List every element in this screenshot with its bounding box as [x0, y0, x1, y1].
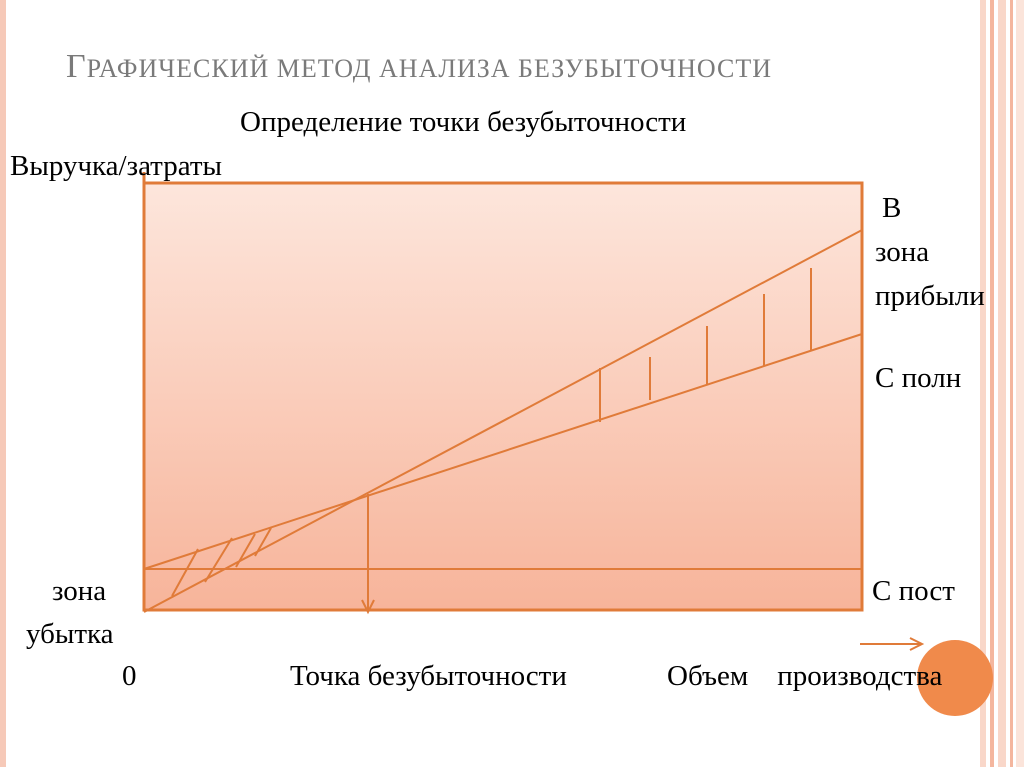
decor-dot	[917, 640, 993, 716]
right-decor-stripes	[980, 0, 1024, 767]
profit-zone-label-1: зона	[875, 236, 930, 268]
revenue-line	[143, 229, 863, 613]
breakeven-point-label: Точка безубыточности	[290, 660, 567, 692]
left-decor-stripe	[0, 0, 6, 767]
loss-zone-hatching	[171, 527, 272, 597]
profit-zone-hatching	[599, 268, 812, 422]
loss-zone-label-2: убытка	[26, 618, 114, 650]
origin-label: 0	[122, 660, 137, 692]
y-axis-label: Выручка/затраты	[10, 150, 222, 182]
x-axis-arrowhead	[909, 637, 925, 651]
fixed-costs-label: С пост	[872, 575, 955, 607]
breakeven-arrowhead	[361, 599, 375, 615]
total-costs-label: С полн	[875, 362, 962, 394]
total-costs-line	[143, 333, 863, 570]
x-axis-label: Объем производства	[667, 660, 943, 692]
profit-zone-label-2: прибыли	[875, 280, 985, 312]
loss-zone-label-1: зона	[52, 575, 107, 607]
revenue-label: В	[882, 192, 902, 224]
diagram-subtitle: Определение точки безубыточности	[240, 106, 687, 138]
slide-title: ГРАФИЧЕСКИЙ МЕТОД АНАЛИЗА БЕЗУБЫТОЧНОСТИ	[66, 48, 773, 85]
chart-area	[142, 181, 864, 612]
